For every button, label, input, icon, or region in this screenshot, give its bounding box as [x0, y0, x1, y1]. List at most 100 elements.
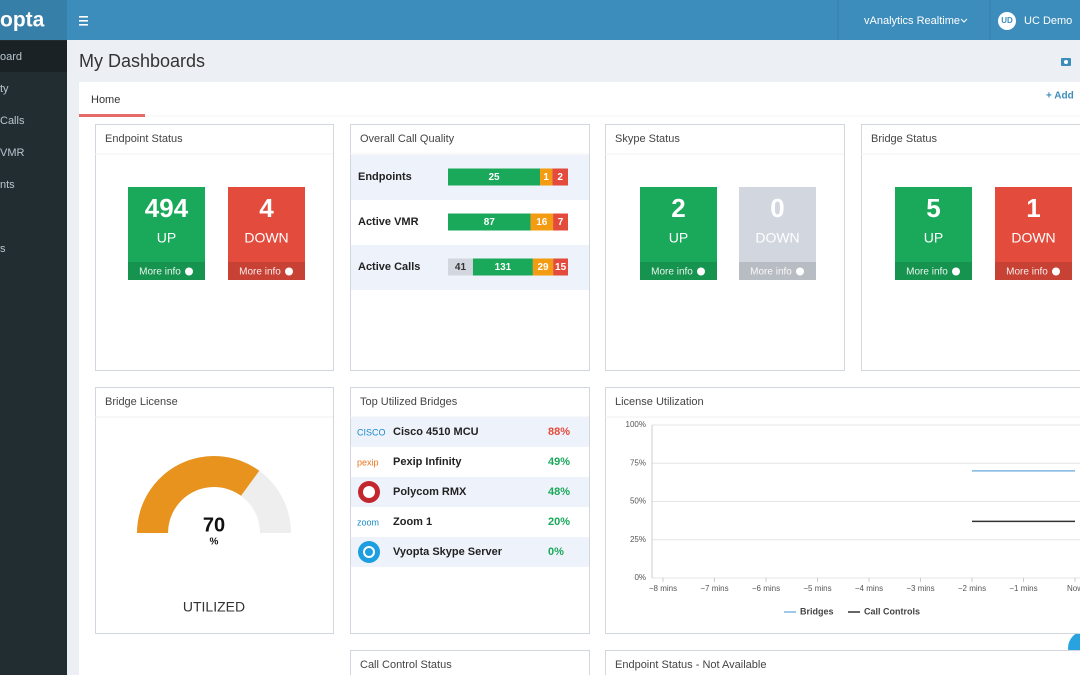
card [95, 387, 334, 634]
user-menu[interactable]: UC Demo [1024, 15, 1072, 27]
sidebar-active [0, 41, 67, 72]
logo-area [0, 0, 67, 40]
tile-footer [128, 262, 205, 280]
quality-segment [472, 258, 533, 276]
tile-label: DOWN [755, 230, 799, 246]
card-title: Endpoint Status [105, 133, 183, 145]
quality-segment [448, 258, 473, 276]
vendor-logo [363, 486, 375, 498]
card-title: Call Control Status [360, 659, 452, 671]
card-title: Skype Status [615, 133, 680, 145]
tile-count: 494 [145, 193, 189, 223]
arrow-icon [1052, 267, 1060, 276]
segment-value: 87 [484, 217, 496, 228]
tile-label: DOWN [1011, 230, 1055, 246]
status-tile[interactable] [128, 187, 205, 280]
logo: opta [0, 9, 45, 32]
segment-value: 41 [455, 262, 467, 273]
add-button[interactable]: + Add [1046, 91, 1074, 102]
card [605, 650, 1080, 675]
y-tick-label: 100% [626, 420, 646, 429]
segment-value: 15 [555, 262, 567, 273]
row-label: Endpoints [358, 171, 412, 183]
tile-count: 5 [926, 193, 940, 223]
bridge-percent: 0% [548, 546, 564, 558]
y-tick-label: 25% [630, 535, 646, 544]
tile-footer [640, 262, 717, 280]
more-info-link[interactable]: More info [1006, 267, 1048, 278]
arrow-icon [697, 267, 705, 276]
quality-segment [448, 213, 531, 231]
status-tile[interactable] [640, 187, 717, 280]
row-label: Active Calls [358, 261, 420, 273]
y-tick-label: 50% [630, 497, 646, 506]
quality-segment [552, 168, 568, 186]
status-tile[interactable] [995, 187, 1072, 280]
tile-label: DOWN [244, 230, 288, 246]
menu-toggle[interactable] [79, 16, 88, 26]
bridge-name: Cisco 4510 MCU [393, 426, 479, 438]
quality-segment [532, 258, 554, 276]
tile-footer [895, 262, 972, 280]
tile-count: 2 [671, 193, 685, 223]
more-info-link[interactable]: More info [906, 267, 948, 278]
tile-label: UP [924, 230, 943, 246]
more-info-link[interactable]: More info [750, 267, 792, 278]
sidebar-item[interactable]: VMR [0, 147, 25, 159]
more-info-link[interactable]: More info [139, 267, 181, 278]
sidebar-item[interactable]: Calls [0, 115, 25, 127]
page-title: My Dashboards [79, 51, 205, 71]
x-tick-label: −3 mins [906, 584, 934, 593]
bridge-name: Pexip Infinity [393, 456, 462, 468]
bridge-percent: 88% [548, 426, 570, 438]
sidebar-item[interactable]: oard [0, 51, 22, 63]
legend-label[interactable]: Bridges [800, 606, 834, 616]
segment-value: 2 [557, 172, 563, 183]
status-tile[interactable] [895, 187, 972, 280]
legend-label[interactable]: Call Controls [864, 606, 920, 616]
sidebar [0, 40, 67, 675]
more-info-link[interactable]: More info [651, 267, 693, 278]
tab-underline [79, 114, 145, 117]
quality-segment [553, 213, 568, 231]
sidebar-item[interactable]: s [0, 243, 6, 255]
segment-value: 131 [495, 262, 512, 273]
user-initials: UD [1001, 16, 1013, 25]
status-tile[interactable] [228, 187, 305, 280]
quality-segment [530, 213, 554, 231]
sidebar-item[interactable]: nts [0, 179, 15, 191]
vendor-logo: CISCO [357, 427, 386, 437]
x-tick-label: −5 mins [803, 584, 831, 593]
arrow-icon [285, 267, 293, 276]
gauge-value-label: 70 [203, 514, 225, 536]
x-tick-label: −6 mins [752, 584, 780, 593]
quality-segment [540, 168, 553, 186]
card-title: Bridge Status [871, 133, 938, 145]
segment-value: 1 [543, 172, 549, 183]
bridge-name: Polycom RMX [393, 486, 467, 498]
arrow-icon [952, 267, 960, 276]
quality-segment [553, 258, 568, 276]
x-tick-label: −2 mins [958, 584, 986, 593]
snapshot-icon[interactable] [1061, 58, 1071, 66]
app-menu[interactable]: vAnalytics Realtime [864, 15, 960, 27]
segment-value: 7 [558, 217, 564, 228]
status-tile[interactable] [739, 187, 816, 280]
card-title: Overall Call Quality [360, 133, 455, 145]
x-tick-label: Now [1067, 584, 1080, 593]
caret [960, 18, 968, 23]
row-background [351, 477, 589, 507]
vendor-logo [363, 546, 375, 558]
sidebar-item[interactable]: ty [0, 83, 9, 95]
card-title: Bridge License [105, 396, 178, 408]
bridge-name: Vyopta Skype Server [393, 546, 503, 558]
x-tick-label: −4 mins [855, 584, 883, 593]
arrow-icon [796, 267, 804, 276]
card [350, 650, 590, 675]
more-info-link[interactable]: More info [239, 267, 281, 278]
tab[interactable]: Home [91, 94, 120, 106]
tile-label: UP [157, 230, 176, 246]
avatar [998, 12, 1016, 30]
segment-value: 29 [537, 262, 549, 273]
quality-segment [448, 168, 541, 186]
